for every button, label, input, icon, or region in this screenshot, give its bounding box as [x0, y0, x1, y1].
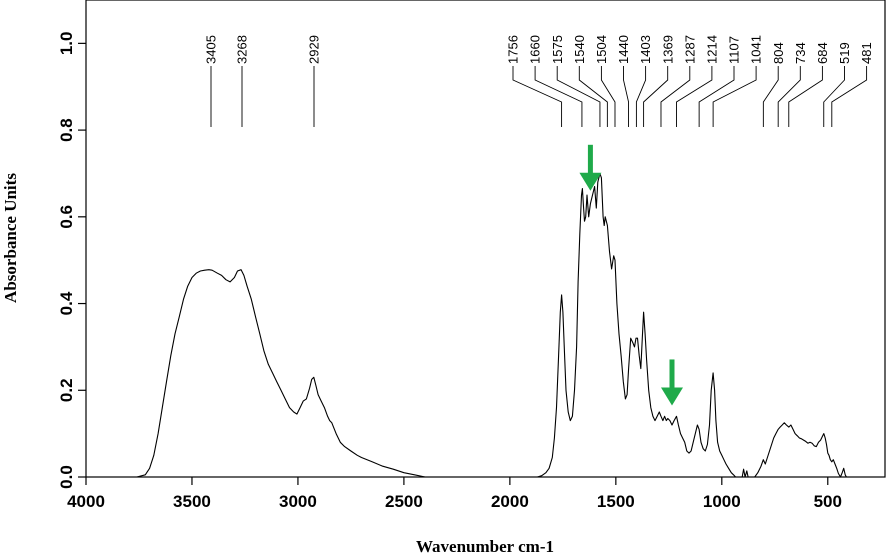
peak-leader-line — [556, 66, 601, 127]
x-tick-label: 3000 — [279, 492, 317, 511]
peak-label: 734 — [793, 42, 808, 64]
peak-label: 1107 — [727, 36, 742, 64]
y-tick-label: 0.2 — [57, 378, 76, 402]
peak-label: 684 — [815, 42, 830, 64]
peak-leader-line — [823, 66, 845, 127]
peak-label: 1369 — [660, 35, 675, 64]
peak-label: 2929 — [307, 35, 322, 64]
y-tick-label: 1.0 — [57, 32, 76, 56]
peak-leader-line — [660, 66, 691, 127]
arrow-markers — [579, 144, 684, 406]
y-tick-label: 0.8 — [57, 118, 76, 142]
peak-leader-line — [512, 66, 563, 127]
y-tick-label: 0.0 — [57, 465, 76, 489]
peak-leader-line — [623, 66, 630, 127]
peak-leader-line — [712, 66, 757, 127]
plot-frame — [85, 0, 886, 478]
x-tick-label: 1000 — [703, 492, 741, 511]
peak-label: 1756 — [506, 35, 521, 64]
peak-leader-line — [777, 66, 801, 127]
y-axis: 0.0 0.2 0.4 0.6 0.8 1.0 — [57, 32, 86, 489]
peak-leader-line — [600, 66, 616, 127]
peak-leader-line — [534, 66, 583, 127]
x-tick-label: 3500 — [173, 492, 211, 511]
peak-leader-line — [698, 66, 735, 127]
x-tick-label: 2000 — [491, 492, 529, 511]
peak-leader-line — [788, 66, 823, 127]
peak-leader-line — [635, 66, 647, 127]
x-tick-label: 500 — [814, 492, 842, 511]
peak-label: 1287 — [682, 35, 697, 64]
peak-label: 1041 — [749, 35, 764, 64]
peak-label: 1504 — [594, 35, 609, 64]
peak-leader-line — [762, 66, 779, 127]
peak-label: 3268 — [235, 35, 250, 64]
peak-label: 1440 — [616, 35, 631, 64]
y-tick-label: 0.6 — [57, 205, 76, 229]
x-axis: 4000 3500 3000 2500 2000 1500 1000 500 — [67, 477, 842, 511]
peak-label: 804 — [771, 42, 786, 64]
peak-leader-line — [578, 66, 608, 127]
peak-label: 3405 — [204, 35, 219, 64]
arrow-marker-head — [661, 387, 684, 406]
peak-label: 1214 — [704, 35, 719, 64]
x-tick-label: 1500 — [597, 492, 635, 511]
x-tick-label: 2500 — [385, 492, 423, 511]
x-tick-label: 4000 — [67, 492, 105, 511]
peak-label: 519 — [837, 42, 852, 64]
peak-leader-line — [831, 66, 868, 127]
y-tick-label: 0.4 — [57, 291, 76, 315]
arrow-marker-head — [579, 172, 602, 191]
peak-label: 1660 — [528, 35, 543, 64]
peak-label: 1403 — [638, 35, 653, 64]
x-axis-title: Wavenumber cm-1 — [416, 537, 554, 555]
peak-annotations: 3405 3268 2929 1756 1660 1575 1540 1504 1440 1403… — [204, 35, 874, 127]
peak-label: 1575 — [550, 35, 565, 64]
peak-leader-line — [643, 66, 669, 127]
peak-label: 481 — [859, 42, 874, 64]
spectrum-line — [136, 172, 847, 478]
peak-leader-line — [676, 66, 713, 127]
peak-label: 1540 — [572, 35, 587, 64]
y-axis-title: Absorbance Units — [1, 173, 20, 303]
